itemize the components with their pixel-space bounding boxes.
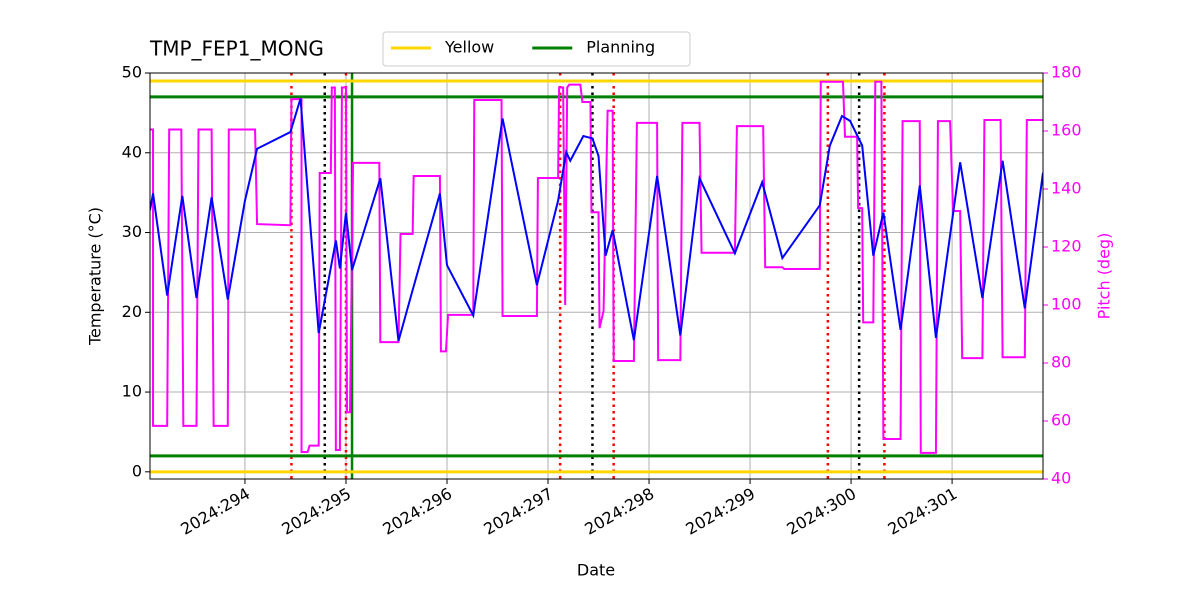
y-tick-label: 0	[132, 461, 142, 480]
y-tick-label: 20	[122, 302, 142, 321]
y-tick-label: 40	[122, 142, 142, 161]
plot-area	[150, 73, 1043, 479]
y2-axis-label: Pitch (deg)	[1095, 233, 1114, 320]
plot-frame	[149, 72, 1044, 480]
y2-tick-label: 40	[1051, 469, 1071, 488]
y2-tick-label: 180	[1051, 63, 1082, 82]
y-axis-label: Temperature (°C)	[86, 207, 105, 346]
y2-tick-label: 80	[1051, 353, 1071, 372]
y2-tick-label: 140	[1051, 179, 1082, 198]
chart-title: TMP_FEP1_MONG	[149, 37, 324, 61]
y-tick-label: 50	[122, 63, 142, 82]
y-tick-label: 10	[122, 382, 142, 401]
legend-label: Yellow	[444, 38, 494, 57]
y2-tick-label: 60	[1051, 411, 1071, 430]
y2-tick-label: 160	[1051, 121, 1082, 140]
legend-label: Planning	[586, 38, 655, 57]
x-axis-label: Date	[577, 561, 615, 580]
series-line	[150, 80, 1043, 454]
y2-tick-label: 120	[1051, 237, 1082, 256]
y2-tick-label: 100	[1051, 295, 1082, 314]
series-line	[150, 98, 1043, 342]
y-tick-label: 30	[122, 222, 142, 241]
